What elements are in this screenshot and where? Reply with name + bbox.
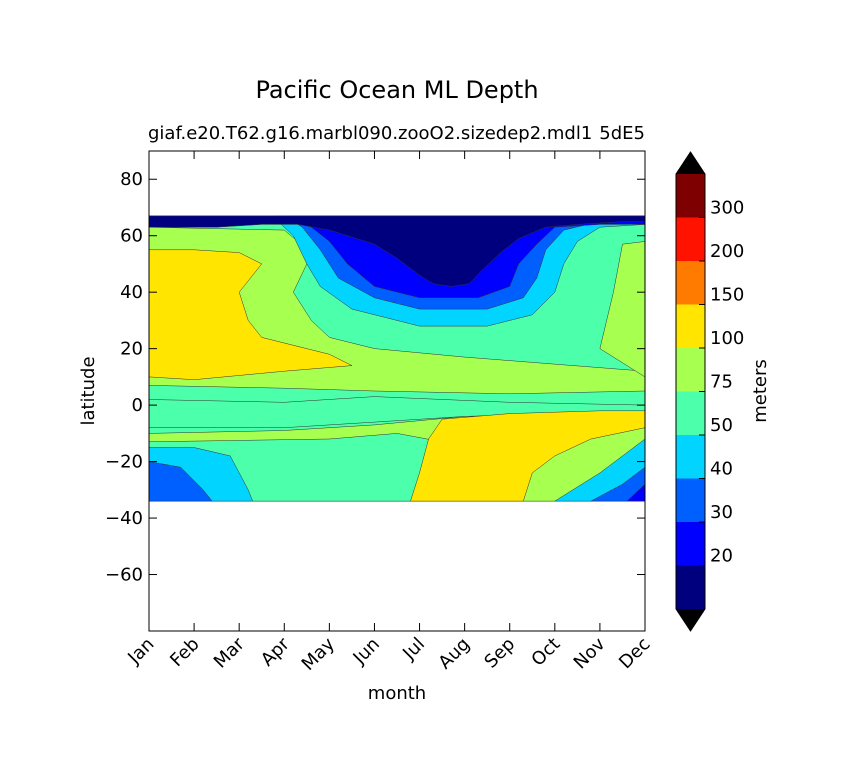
colorbar-segment <box>676 261 705 305</box>
contour-band-20-30 <box>626 483 645 502</box>
colorbar-segment <box>676 391 705 435</box>
contour-band-50-75 <box>149 396 645 428</box>
colorbar-segment <box>676 174 705 218</box>
y-tick-label: −20 <box>105 452 143 473</box>
colorbar-segment <box>676 304 705 348</box>
colorbar-segment <box>676 565 705 609</box>
y-axis-ticks: 80 60 40 20 0 −20 −40 −60 <box>105 169 645 586</box>
contour-band-100-150 <box>410 410 645 502</box>
colorbar-segment <box>676 217 705 261</box>
colorbar-tick-label: 200 <box>710 241 744 262</box>
colorbar-tick-label: 300 <box>710 198 744 219</box>
colorbar-extend-min <box>676 609 705 631</box>
colorbar-tick-label: 50 <box>710 415 733 436</box>
y-tick-label: 60 <box>120 226 143 247</box>
y-tick-label: 80 <box>120 169 143 190</box>
chart-subtitle: giaf.e20.T62.g16.marbl090.zooO2.sizedep2… <box>148 123 592 144</box>
contour-band-30-40 <box>149 461 213 502</box>
x-tick-label: Aug <box>434 634 474 674</box>
y-tick-label: 20 <box>120 339 143 360</box>
x-tick-label: Oct <box>527 634 564 671</box>
colorbar-outline <box>675 151 706 632</box>
x-tick-label: Dec <box>615 634 654 673</box>
colorbar-extend-max <box>676 152 705 174</box>
y-axis-label: latitude <box>78 356 99 425</box>
x-tick-label: Jun <box>349 634 384 669</box>
contour-band-10-20 <box>149 215 645 287</box>
x-tick-label: Apr <box>257 633 294 670</box>
y-tick-label: 40 <box>120 282 143 303</box>
x-tick-label: Mar <box>210 633 249 672</box>
colorbar-label: meters <box>750 359 771 423</box>
y-tick-label: 0 <box>132 395 143 416</box>
y-tick-label: −60 <box>105 565 143 586</box>
chart-subtitle-right: 5dE5 <box>599 123 645 144</box>
plot-area <box>149 151 645 631</box>
x-tick-label: Sep <box>480 634 519 673</box>
colorbar-tick-label: 40 <box>710 459 733 480</box>
colorbar-tick-label: 75 <box>710 372 733 393</box>
x-tick-label: May <box>298 633 339 674</box>
colorbar: 20 30 40 50 75 100 150 200 300 <box>675 151 744 632</box>
x-tick-label: Jan <box>123 634 158 669</box>
colorbar-tick-label: 20 <box>710 546 733 567</box>
colorbar-segment <box>676 348 705 392</box>
colorbar-tick-label: 30 <box>710 502 733 523</box>
colorbar-tick-label: 100 <box>710 328 744 349</box>
colorbar-segment <box>676 435 705 479</box>
colorbar-segment <box>676 478 705 522</box>
colorbar-segment <box>676 522 705 566</box>
x-axis-label: month <box>368 683 426 704</box>
plot-frame <box>148 150 646 632</box>
x-tick-label: Nov <box>570 633 610 673</box>
chart-title: Pacific Ocean ML Depth <box>255 76 538 104</box>
x-tick-label: Jul <box>398 634 429 665</box>
y-tick-label: −40 <box>105 508 143 529</box>
contour-bands <box>149 215 645 502</box>
colorbar-tick-label: 150 <box>710 285 744 306</box>
contour-band-75-100 <box>599 241 645 378</box>
x-tick-label: Feb <box>166 634 203 671</box>
contour-band-100-150 <box>149 249 353 380</box>
